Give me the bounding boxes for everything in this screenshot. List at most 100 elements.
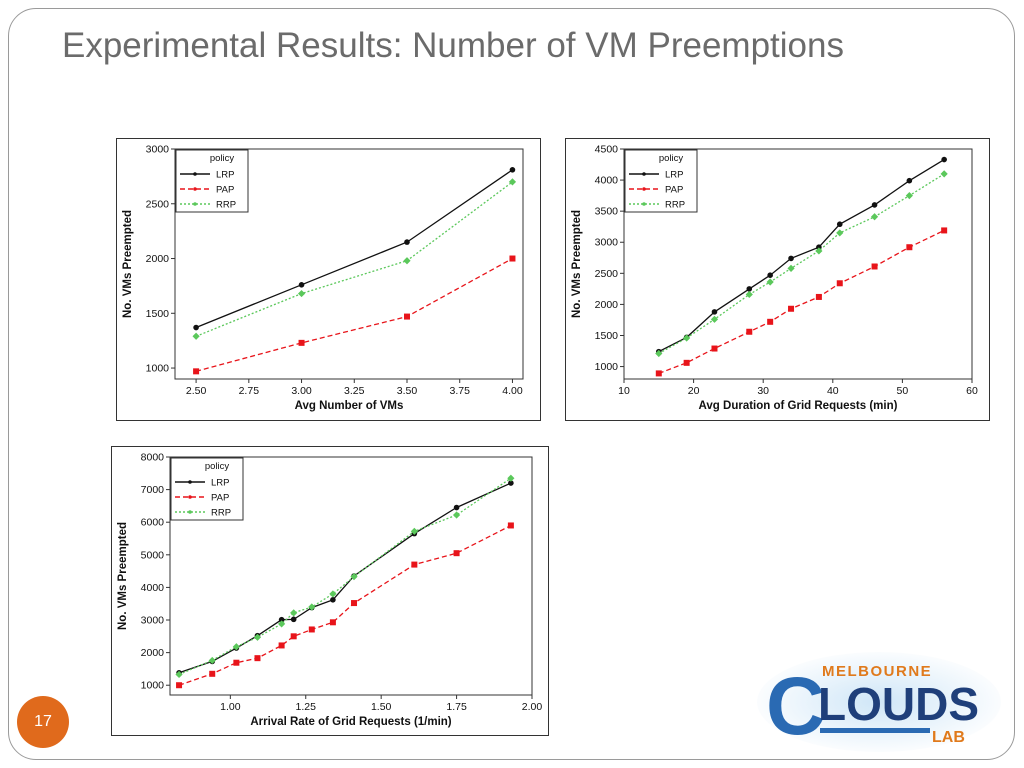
y-tick-label: 2000 [141,647,165,659]
point-pap [906,244,913,251]
y-tick-label: 3500 [595,206,619,218]
x-tick-label: 3.75 [450,385,471,397]
point-rrp [350,573,358,581]
point-pap [711,345,718,352]
x-axis-label: Arrival Rate of Grid Requests (1/min) [250,716,451,728]
y-tick-label: 1000 [141,680,165,692]
series-line-rrp [195,181,513,337]
y-tick-label: 2000 [595,299,619,311]
page-number-badge: 17 [17,696,69,748]
y-tick-label: 8000 [141,452,165,464]
series-line-pap [178,524,512,686]
x-tick-label: 10 [618,385,630,397]
point-pap [767,318,774,325]
point-pap [815,293,822,300]
y-axis-label: No. VMs Preempted [571,210,583,318]
point-pap [290,633,297,640]
legend-marker-rrp [188,510,192,514]
legend-label-lrp: LRP [211,478,229,489]
point-lrp [871,202,878,208]
point-lrp [906,177,913,184]
point-rrp [836,229,844,237]
point-rrp [940,170,948,178]
x-tick-label: 20 [688,385,700,397]
point-rrp [507,474,515,482]
point-lrp [290,616,297,623]
page-number: 17 [34,713,52,730]
legend-title: policy [205,461,230,472]
point-pap [329,619,336,626]
point-lrp [767,272,773,278]
series-line-pap [195,257,513,372]
x-axis-label: Avg Number of VMs [295,400,404,412]
x-tick-label: 1.25 [296,701,317,713]
series-line-rrp [178,477,512,676]
chart-duration-panel: 10 20 30 40 50 60 1000 1500 2000 2500 3000 3500 4000… [565,138,990,421]
point-pap [941,227,948,234]
point-pap [788,305,795,312]
logo-top-text: MELBOURNE [822,663,932,680]
point-pap [233,659,240,666]
legend-title: policy [210,153,235,164]
legend-marker-lrp [642,172,646,176]
x-tick-label: 1.00 [220,701,241,713]
point-lrp [278,616,285,623]
point-pap [871,263,878,270]
chart-vms: 2.50 2.75 3.00 3.25 3.50 3.75 4.00 1000 1500 2000… [122,144,524,412]
legend-title: policy [659,153,684,164]
y-tick-label: 1000 [595,361,619,373]
x-tick-label: 2.75 [239,385,260,397]
legend-label-rrp: RRP [216,200,236,211]
legend-label-lrp: LRP [216,170,234,181]
y-tick-label: 5000 [141,549,165,561]
slide-frame [8,8,1015,760]
point-pap [176,682,183,689]
point-lrp [330,597,336,603]
point-lrp [788,255,794,262]
point-rrp [905,192,913,200]
y-axis-label: No. VMs Preempted [122,210,134,318]
legend-box [175,149,249,213]
legend-marker-pap [193,187,197,191]
point-pap [746,328,753,335]
logo-main-text: LOUDS [818,678,979,730]
point-lrp [404,239,410,245]
x-tick-label: 30 [757,385,769,397]
point-lrp [711,309,718,315]
chart-duration: 10 20 30 40 50 60 1000 1500 2000 2500 3000 3500 4000… [571,144,978,413]
y-tick-label: 1500 [146,308,170,320]
legend-marker-rrp [193,202,197,206]
point-pap [298,339,305,346]
point-rrp [253,633,262,641]
x-tick-label: 1.50 [371,701,392,713]
point-lrp [836,221,843,228]
legend-marker-rrp [642,202,646,206]
legend-marker-pap [642,187,646,191]
x-tick-label: 3.00 [291,385,312,397]
legend-label-lrp: LRP [665,170,683,181]
legend-marker-pap [188,495,192,499]
legend-label-rrp: RRP [665,200,685,211]
legend-box [624,149,698,213]
chart-arrival-panel: 1.00 1.25 1.50 1.75 2.00 1000 2000 3000 4000 5000… [111,446,549,736]
point-lrp [453,504,460,511]
x-tick-label: 3.25 [344,385,365,397]
logo-bar [820,728,930,733]
point-lrp [941,156,947,163]
legend-marker-lrp [188,480,192,484]
x-tick-label: 2.50 [186,385,207,397]
y-tick-label: 4000 [595,175,619,187]
y-tick-label: 2500 [146,198,170,210]
y-tick-label: 2500 [595,268,619,280]
point-pap [351,600,358,607]
y-tick-label: 2000 [146,253,170,265]
point-pap [209,670,216,677]
point-pap [278,642,285,649]
x-tick-label: 60 [966,385,978,397]
x-tick-label: 40 [827,385,839,397]
point-pap [683,359,690,366]
point-pap [308,626,315,633]
point-lrp [816,244,822,251]
point-pap [836,280,843,287]
x-axis-label: Avg Duration of Grid Requests (min) [699,400,898,412]
